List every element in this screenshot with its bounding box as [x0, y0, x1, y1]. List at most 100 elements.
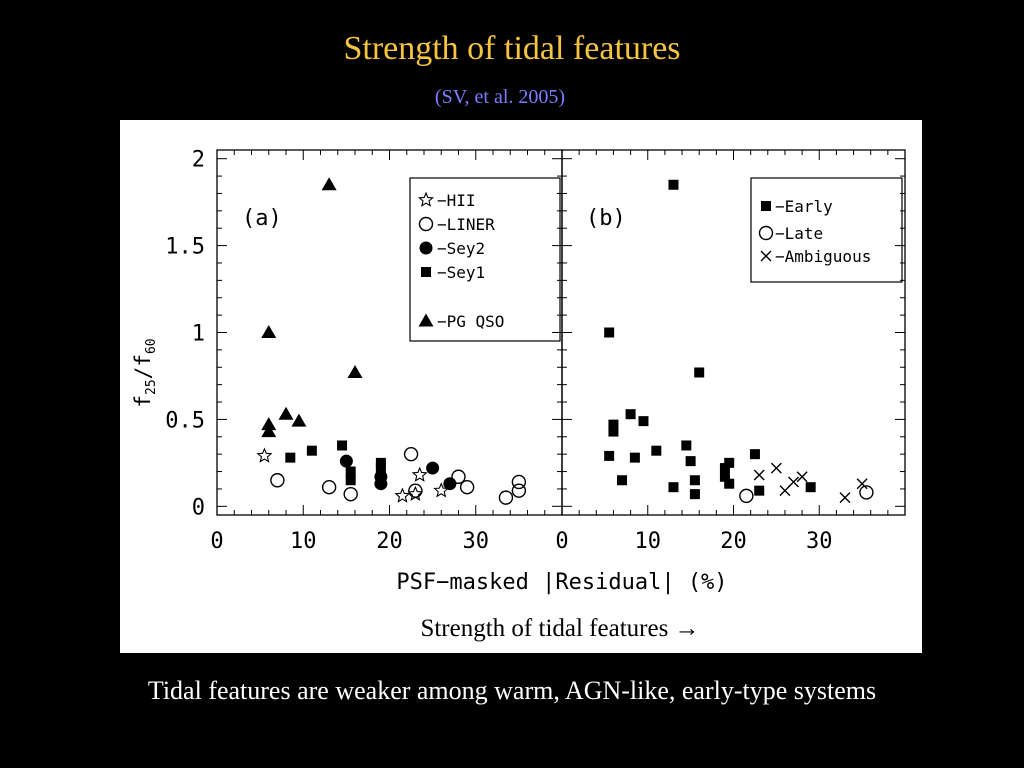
- slide-caption: Tidal features are weaker among warm, AG…: [147, 676, 877, 705]
- point-late: [739, 488, 754, 504]
- point-early: [668, 482, 679, 493]
- point-hii: [256, 447, 273, 463]
- point-sey2: [443, 477, 457, 491]
- point-early: [754, 485, 765, 496]
- x-tick-label: 0: [210, 529, 223, 554]
- x-tick-label: 10: [635, 529, 662, 554]
- legend-marker-hii: [417, 191, 435, 207]
- point-early: [629, 452, 640, 463]
- point-ambiguous: [753, 469, 765, 481]
- point-liner: [498, 490, 514, 505]
- figure-panel: 0 10 20 30 0 0.5 1 1.5 2 0 10 20 30 (a) (b) −HII −L…: [120, 120, 922, 653]
- panel-b-points: [604, 179, 874, 504]
- point-early: [724, 457, 735, 468]
- point-ambiguous: [856, 478, 868, 490]
- panel-b-label: (b): [586, 206, 626, 231]
- panel-b-axes: 0 10 20 30: [555, 149, 906, 554]
- point-sey1: [345, 475, 356, 486]
- point-early: [617, 475, 628, 486]
- point-liner: [511, 474, 527, 490]
- x-tick-label: 30: [806, 529, 833, 554]
- x-tick-label: 20: [720, 529, 747, 554]
- point-liner: [321, 479, 337, 495]
- point-sey1: [345, 466, 356, 477]
- point-early: [651, 445, 662, 456]
- y-tick-label: 2: [192, 148, 205, 173]
- legend-marker-early: [761, 201, 771, 211]
- point-hii: [394, 487, 411, 503]
- y-axis-label: f25/f60: [131, 338, 159, 407]
- point-sey2: [339, 454, 353, 468]
- point-pg-qso: [347, 364, 363, 378]
- point-liner: [408, 483, 423, 498]
- legend-marker-sey1: [421, 267, 431, 277]
- point-sey2: [374, 477, 388, 491]
- point-early: [608, 426, 619, 437]
- point-sey2: [426, 461, 440, 475]
- y-tick-label: 1: [192, 322, 205, 347]
- legend-a-sey1: −Sey1: [437, 263, 485, 282]
- point-ambiguous: [788, 476, 800, 488]
- panel-a-label: (a): [242, 206, 282, 231]
- point-early: [608, 419, 619, 430]
- legend-marker-pg-qso: [418, 313, 434, 327]
- panel-a-legend-box: [409, 177, 561, 342]
- x-tick-label: 30: [463, 529, 490, 554]
- slide-subtitle: (SV, et al. 2005): [434, 86, 566, 108]
- point-liner: [343, 486, 358, 502]
- point-early: [625, 409, 636, 420]
- legend-a-sey2: −Sey2: [437, 239, 485, 258]
- point-sey1: [375, 463, 386, 474]
- panel-a-points: [256, 177, 527, 505]
- point-late: [859, 485, 874, 500]
- panel-a-legend: −HII −LINER −Sey2 −Sey1 −PG QSO: [409, 177, 561, 342]
- point-early: [719, 463, 730, 474]
- legend-a-pgqso: −PG QSO: [437, 312, 504, 331]
- point-liner: [451, 469, 466, 484]
- point-pg-qso: [291, 413, 307, 427]
- point-early: [638, 416, 649, 427]
- point-early: [604, 327, 615, 338]
- caption-strip: [120, 606, 922, 653]
- point-early: [689, 475, 700, 486]
- x-axis-label: PSF−masked |Residual| (%): [396, 570, 727, 595]
- point-early: [749, 449, 760, 460]
- point-ambiguous: [779, 485, 791, 497]
- legend-b-late: −Late: [775, 224, 823, 243]
- point-hii: [411, 466, 428, 482]
- legend-marker-ambiguous: [760, 250, 772, 262]
- point-early: [724, 478, 735, 489]
- y-tick-label: 1.5: [165, 235, 205, 260]
- point-early: [689, 489, 700, 500]
- legend-marker-late: [758, 225, 774, 241]
- point-pg-qso: [261, 325, 277, 338]
- panel-b-legend: −Early −Late −Ambiguous: [750, 177, 903, 283]
- y-tick-label: 0.5: [165, 408, 205, 433]
- point-ambiguous: [796, 471, 808, 483]
- point-sey1: [306, 445, 317, 456]
- legend-a-liner: −LINER: [437, 215, 495, 234]
- point-sey1: [337, 440, 348, 451]
- point-early: [604, 450, 615, 461]
- legend-marker-liner: [418, 216, 434, 232]
- scatter-figure: 0 10 20 30 0 0.5 1 1.5 2 0 10 20 30 (a) (b) −HII −L…: [120, 148, 922, 653]
- point-liner: [270, 473, 285, 488]
- point-pg-qso: [261, 424, 277, 438]
- point-ambiguous: [839, 492, 851, 504]
- point-early: [685, 456, 696, 467]
- point-liner: [403, 446, 419, 462]
- point-liner: [511, 483, 527, 498]
- point-pg-qso: [321, 177, 337, 191]
- point-early: [668, 179, 679, 190]
- point-hii: [407, 485, 424, 501]
- point-early: [694, 367, 705, 378]
- panel-a-axes: 0 10 20 30 0 0.5 1 1.5 2: [165, 148, 563, 554]
- point-sey1: [285, 452, 296, 463]
- point-ambiguous: [770, 462, 782, 474]
- point-early: [805, 482, 816, 493]
- point-pg-qso: [278, 406, 294, 420]
- point-sey1: [375, 457, 386, 468]
- y-tick-label: 0: [192, 495, 205, 520]
- legend-a-hii: −HII: [437, 191, 476, 210]
- point-early: [719, 471, 730, 482]
